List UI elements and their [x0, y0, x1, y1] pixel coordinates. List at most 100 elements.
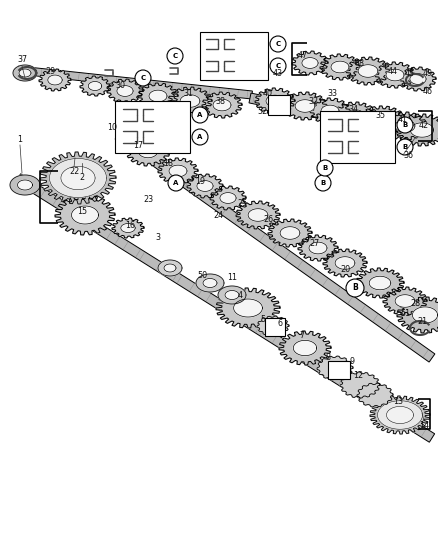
- Polygon shape: [295, 100, 315, 112]
- Polygon shape: [383, 112, 427, 140]
- Polygon shape: [378, 401, 423, 429]
- Polygon shape: [71, 206, 99, 224]
- Text: 48: 48: [355, 59, 365, 68]
- Polygon shape: [345, 110, 365, 122]
- Text: 33: 33: [327, 88, 337, 98]
- Polygon shape: [279, 331, 331, 365]
- Polygon shape: [126, 136, 170, 166]
- Polygon shape: [138, 144, 158, 158]
- Polygon shape: [158, 260, 182, 276]
- Text: 36: 36: [403, 151, 413, 160]
- Polygon shape: [358, 64, 378, 77]
- Polygon shape: [369, 276, 391, 290]
- Text: 4: 4: [237, 290, 243, 300]
- Text: 34: 34: [348, 106, 358, 115]
- Polygon shape: [218, 286, 246, 304]
- Text: 45: 45: [405, 69, 415, 77]
- Polygon shape: [249, 93, 433, 140]
- Polygon shape: [298, 235, 338, 261]
- Polygon shape: [40, 152, 116, 204]
- Text: 29: 29: [45, 67, 55, 76]
- Text: 25: 25: [237, 198, 247, 207]
- Bar: [115, 101, 190, 153]
- Text: C: C: [141, 75, 145, 81]
- Polygon shape: [410, 123, 434, 137]
- Text: 15: 15: [77, 206, 87, 215]
- Circle shape: [168, 175, 184, 191]
- Polygon shape: [49, 158, 106, 198]
- Text: 11: 11: [227, 273, 237, 282]
- Polygon shape: [357, 383, 393, 407]
- Bar: [265, 318, 285, 336]
- Text: 5: 5: [261, 316, 265, 325]
- Polygon shape: [248, 209, 268, 221]
- Text: 17: 17: [133, 141, 143, 149]
- Circle shape: [192, 107, 208, 123]
- Polygon shape: [210, 186, 246, 210]
- Polygon shape: [340, 372, 380, 398]
- Circle shape: [135, 70, 151, 86]
- Polygon shape: [19, 69, 31, 77]
- Polygon shape: [149, 90, 167, 102]
- Text: 7: 7: [300, 330, 304, 340]
- Circle shape: [315, 175, 331, 191]
- Polygon shape: [115, 131, 435, 362]
- Text: A: A: [173, 180, 179, 186]
- Circle shape: [346, 279, 364, 297]
- Text: B: B: [320, 180, 325, 186]
- Polygon shape: [225, 290, 239, 300]
- Bar: [328, 361, 350, 379]
- Text: C: C: [276, 41, 281, 47]
- Polygon shape: [169, 165, 187, 177]
- Polygon shape: [331, 61, 349, 73]
- Polygon shape: [107, 79, 143, 103]
- Text: 27: 27: [310, 238, 320, 247]
- Polygon shape: [233, 299, 262, 317]
- Polygon shape: [88, 82, 102, 91]
- Text: 37: 37: [17, 55, 27, 64]
- Polygon shape: [310, 98, 350, 124]
- Text: B: B: [322, 165, 328, 171]
- Polygon shape: [375, 62, 415, 88]
- Polygon shape: [187, 174, 223, 198]
- Circle shape: [270, 36, 286, 52]
- Text: C: C: [173, 53, 177, 59]
- Polygon shape: [413, 307, 438, 323]
- Text: 47: 47: [298, 51, 308, 60]
- Bar: [200, 32, 268, 80]
- Text: 18: 18: [163, 158, 173, 167]
- Polygon shape: [180, 95, 200, 107]
- Text: 21: 21: [417, 317, 427, 326]
- Text: B: B: [403, 144, 408, 150]
- Polygon shape: [283, 92, 327, 120]
- Text: 23: 23: [143, 195, 153, 204]
- Polygon shape: [18, 180, 32, 190]
- Polygon shape: [358, 106, 406, 136]
- Polygon shape: [333, 102, 377, 130]
- Polygon shape: [268, 219, 312, 247]
- Text: A: A: [197, 134, 203, 140]
- Polygon shape: [196, 274, 224, 292]
- Polygon shape: [386, 69, 404, 81]
- Circle shape: [270, 58, 286, 74]
- Polygon shape: [410, 74, 426, 84]
- Polygon shape: [302, 58, 318, 68]
- Text: 16: 16: [125, 221, 135, 230]
- Polygon shape: [309, 242, 327, 254]
- Polygon shape: [255, 88, 295, 114]
- Polygon shape: [400, 67, 436, 91]
- Polygon shape: [164, 264, 176, 272]
- Text: B: B: [352, 284, 358, 293]
- Text: 12: 12: [353, 370, 363, 379]
- Text: B: B: [403, 122, 408, 128]
- Polygon shape: [395, 120, 415, 132]
- Text: 22: 22: [69, 166, 79, 175]
- Text: 40: 40: [263, 88, 273, 98]
- Polygon shape: [168, 87, 212, 115]
- Text: 41: 41: [398, 116, 408, 125]
- Text: 8: 8: [325, 353, 331, 362]
- Text: 31: 31: [183, 88, 193, 98]
- Text: 20: 20: [340, 265, 350, 274]
- Polygon shape: [112, 218, 144, 238]
- Text: 19: 19: [195, 176, 205, 185]
